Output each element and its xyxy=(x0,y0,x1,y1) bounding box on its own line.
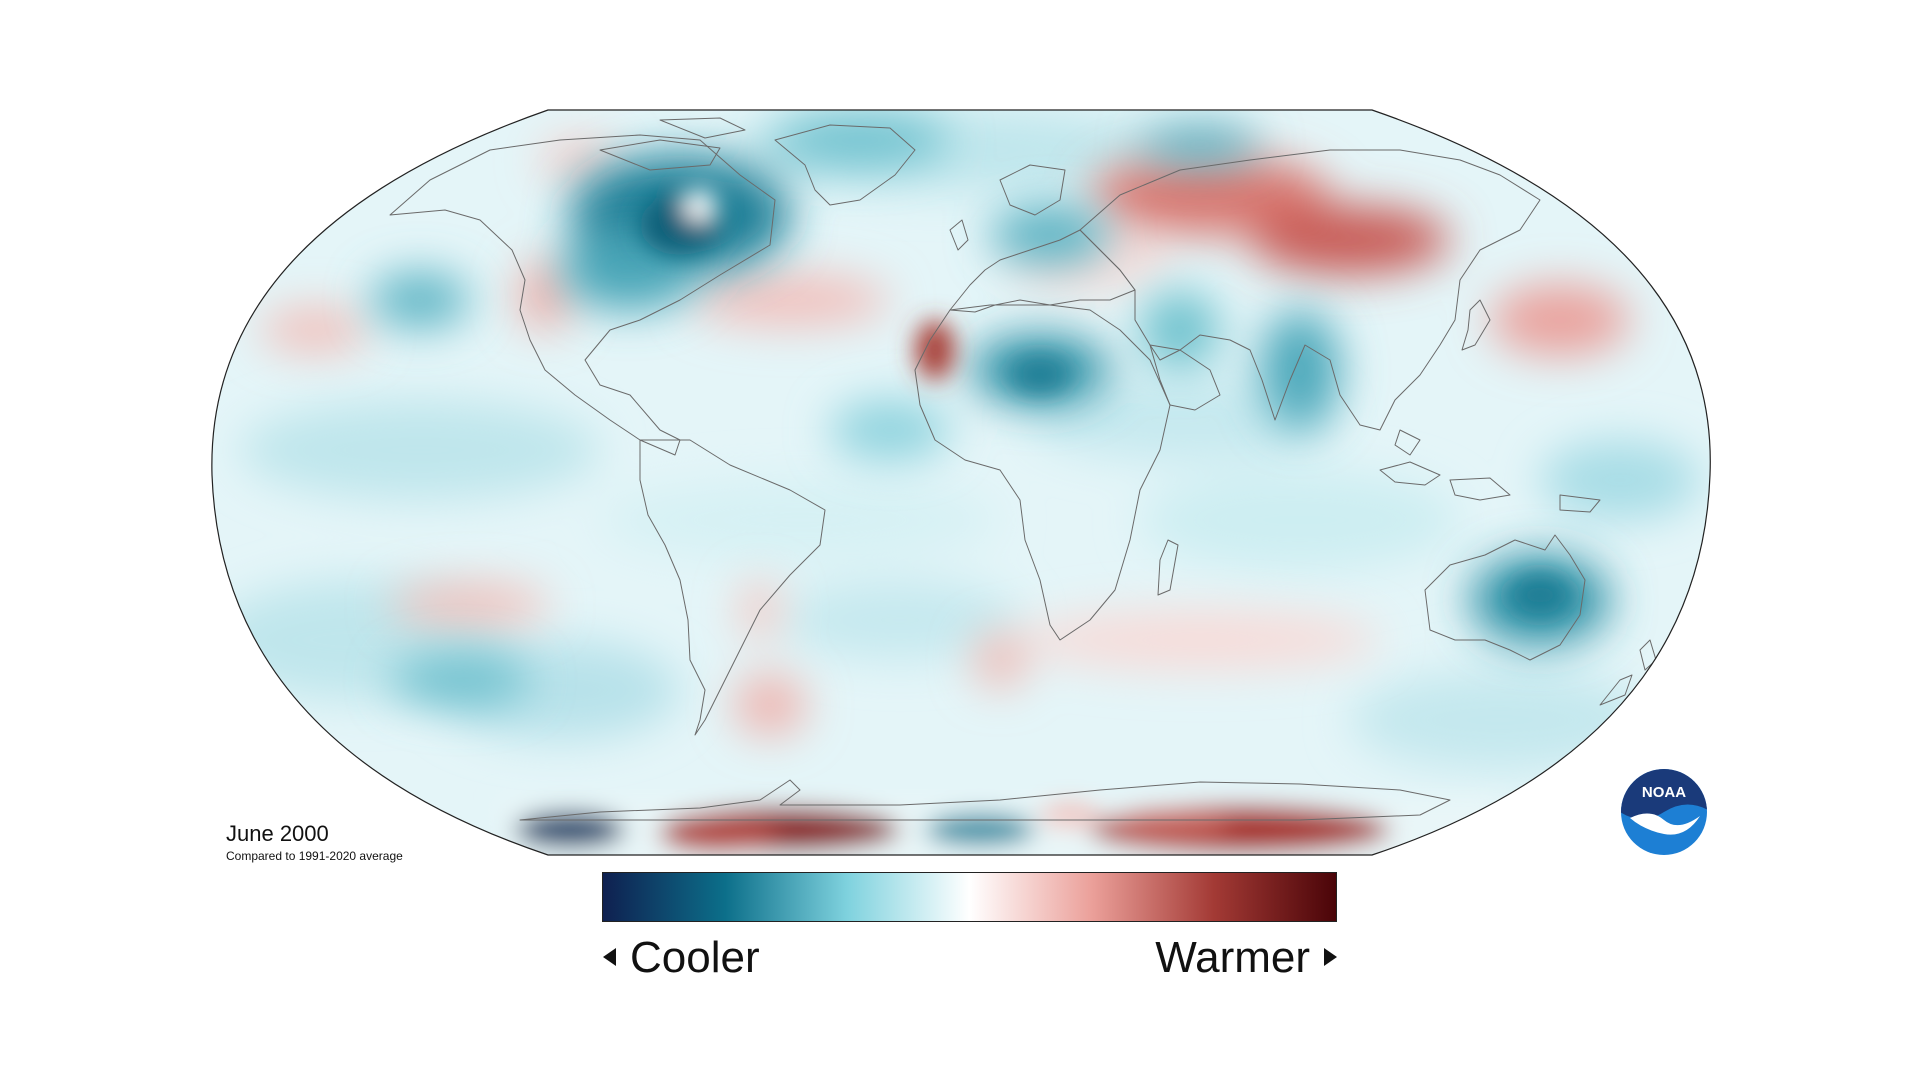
north-america-outline xyxy=(389,134,776,456)
color-scale-bar xyxy=(602,872,1337,922)
uk-outline xyxy=(949,219,969,251)
anomaly-field xyxy=(211,110,1711,855)
australia-outline xyxy=(1424,534,1586,661)
japan-outline xyxy=(1461,299,1491,351)
antarctica-outline xyxy=(519,779,1451,821)
anomaly-blobs-detail xyxy=(640,189,1570,615)
noaa-logo-text: NOAA xyxy=(1642,784,1686,801)
noaa-logo: NOAA xyxy=(1621,769,1707,855)
greenland-outline xyxy=(774,124,916,206)
map-outline xyxy=(211,109,1711,856)
legend-warmer-text: Warmer xyxy=(1155,933,1310,982)
africa-outline xyxy=(914,304,1171,641)
maritime-asia-outline xyxy=(1379,429,1601,513)
cool-anomalies xyxy=(370,115,1610,705)
arrow-left-icon xyxy=(603,948,616,967)
arrow-right-icon xyxy=(1324,948,1337,967)
arctic-islands-outline xyxy=(599,117,746,171)
asia-outline xyxy=(1079,149,1541,431)
baseline-note: Compared to 1991-2020 average xyxy=(226,849,403,863)
legend-cooler-text: Cooler xyxy=(630,933,760,982)
legend-warmer: Warmer xyxy=(1155,930,1337,986)
arabia-outline xyxy=(1149,344,1221,411)
south-america-outline xyxy=(639,439,826,736)
coastlines xyxy=(389,117,1657,821)
date-label: June 2000 xyxy=(226,821,329,846)
madagascar-outline xyxy=(1157,539,1179,596)
legend-cooler: Cooler xyxy=(603,930,760,986)
